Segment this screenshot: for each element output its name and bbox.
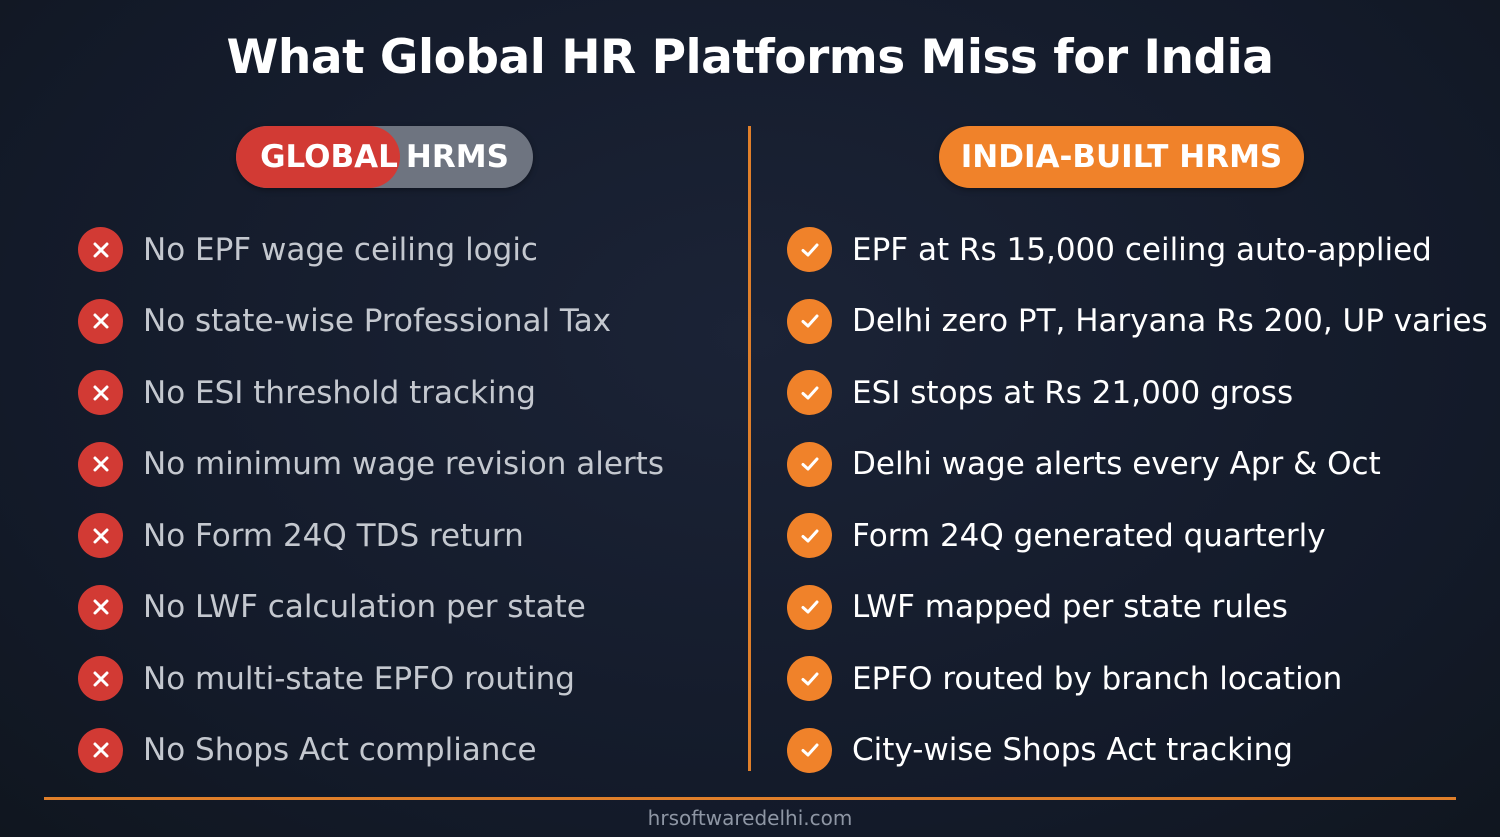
footer-url: hrsoftwaredelhi.com xyxy=(647,806,853,830)
check-icon xyxy=(787,513,832,559)
x-icon xyxy=(78,727,123,773)
list-item: Delhi zero PT, Haryana Rs 200, UP varies xyxy=(787,286,1488,358)
list-item: No minimum wage revision alerts xyxy=(78,429,664,501)
footer-divider xyxy=(44,797,1456,800)
list-item: EPF at Rs 15,000 ceiling auto-applied xyxy=(787,214,1488,286)
x-icon xyxy=(78,370,123,416)
check-icon xyxy=(787,727,832,773)
column-divider xyxy=(748,126,751,771)
list-item: No state-wise Professional Tax xyxy=(78,286,664,358)
list-item: No Shops Act compliance xyxy=(78,715,664,787)
global-hrms-list: No EPF wage ceiling logic No state-wise … xyxy=(78,214,664,786)
global-badge-highlight xyxy=(236,126,400,188)
india-hrms-list: EPF at Rs 15,000 ceiling auto-applied De… xyxy=(787,214,1488,786)
list-item-label: No EPF wage ceiling logic xyxy=(143,231,538,268)
list-item-label: No Form 24Q TDS return xyxy=(143,517,524,554)
x-icon xyxy=(78,656,123,702)
list-item: No ESI threshold tracking xyxy=(78,357,664,429)
list-item-label: LWF mapped per state rules xyxy=(852,589,1288,626)
x-icon xyxy=(78,584,123,630)
list-item-label: Delhi zero PT, Haryana Rs 200, UP varies xyxy=(852,303,1488,340)
x-icon xyxy=(78,298,123,344)
check-icon xyxy=(787,656,832,702)
list-item-label: No ESI threshold tracking xyxy=(143,374,536,411)
list-item: Delhi wage alerts every Apr & Oct xyxy=(787,429,1488,501)
list-item-label: No Shops Act compliance xyxy=(143,732,537,769)
list-item-label: EPF at Rs 15,000 ceiling auto-applied xyxy=(852,231,1432,268)
check-icon xyxy=(787,298,832,344)
list-item-label: City-wise Shops Act tracking xyxy=(852,732,1293,769)
x-icon xyxy=(78,441,123,487)
list-item-label: Delhi wage alerts every Apr & Oct xyxy=(852,446,1381,483)
list-item: No EPF wage ceiling logic xyxy=(78,214,664,286)
check-icon xyxy=(787,370,832,416)
list-item: ESI stops at Rs 21,000 gross xyxy=(787,357,1488,429)
check-icon xyxy=(787,441,832,487)
global-hrms-badge: GLOBAL HRMS xyxy=(236,126,533,188)
check-icon xyxy=(787,584,832,630)
page-title: What Global HR Platforms Miss for India xyxy=(226,30,1274,85)
list-item: No LWF calculation per state xyxy=(78,572,664,644)
list-item-label: Form 24Q generated quarterly xyxy=(852,517,1326,554)
list-item-label: No multi-state EPFO routing xyxy=(143,660,575,697)
x-icon xyxy=(78,227,123,273)
list-item: LWF mapped per state rules xyxy=(787,572,1488,644)
global-badge-label-part1: GLOBAL xyxy=(260,139,398,175)
x-icon xyxy=(78,513,123,559)
list-item-label: No minimum wage revision alerts xyxy=(143,446,664,483)
global-badge-label-part2: HRMS xyxy=(405,139,509,175)
list-item: No multi-state EPFO routing xyxy=(78,643,664,715)
list-item-label: ESI stops at Rs 21,000 gross xyxy=(852,374,1294,411)
check-icon xyxy=(787,227,832,273)
list-item: No Form 24Q TDS return xyxy=(78,500,664,572)
list-item: Form 24Q generated quarterly xyxy=(787,500,1488,572)
list-item-label: EPFO routed by branch location xyxy=(852,660,1343,697)
list-item: City-wise Shops Act tracking xyxy=(787,715,1488,787)
list-item-label: No LWF calculation per state xyxy=(143,589,586,626)
india-hrms-badge: INDIA-BUILT HRMS xyxy=(939,126,1304,188)
list-item-label: No state-wise Professional Tax xyxy=(143,303,612,340)
list-item: EPFO routed by branch location xyxy=(787,643,1488,715)
